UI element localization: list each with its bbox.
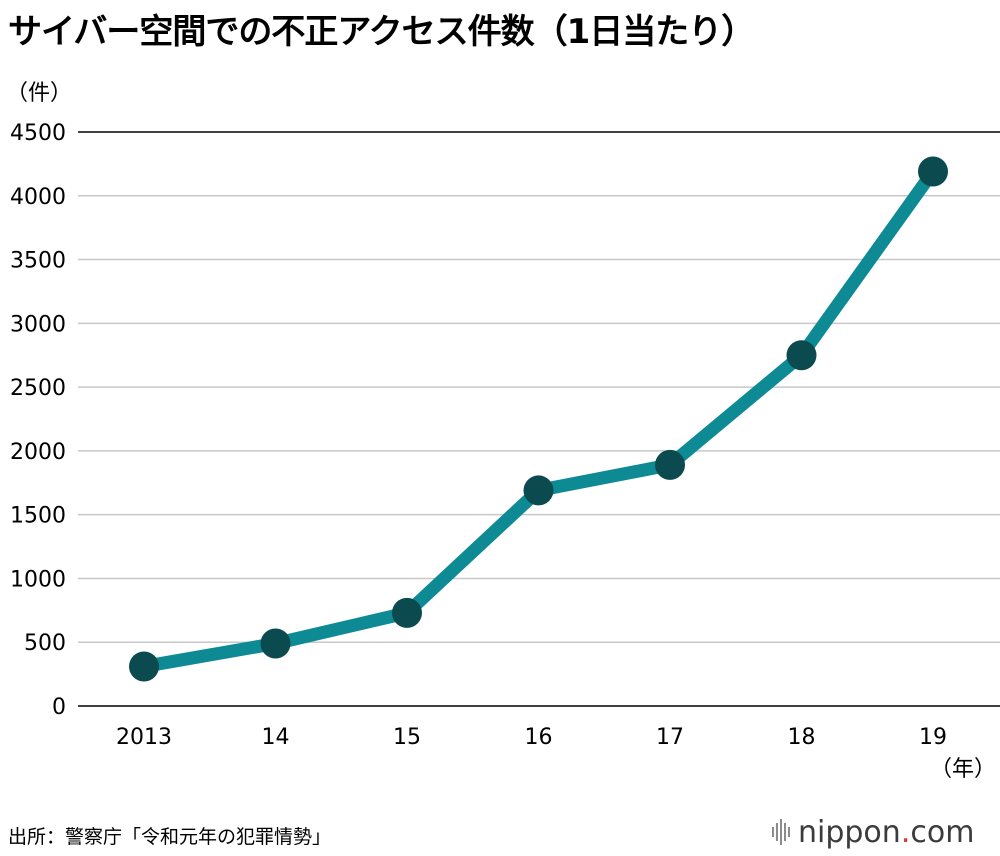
x-axis-label: （年） <box>930 757 996 782</box>
y-tick-label: 4500 <box>10 121 66 146</box>
y-tick-label: 2000 <box>10 440 66 465</box>
y-tick-label: 1000 <box>10 567 66 592</box>
y-tick-label: 3000 <box>10 312 66 337</box>
line-chart: 0 500 1000 1500 2000 2500 3000 3500 4000 4500 （件） 2… <box>6 81 1000 782</box>
y-tick-label: 0 <box>52 695 66 720</box>
data-point <box>918 156 948 187</box>
nippon-logo: nippon.com <box>772 812 974 852</box>
logo-text: nippon.com <box>798 814 975 850</box>
y-tick-label: 3500 <box>10 249 66 274</box>
data-point <box>129 651 159 682</box>
source-note: 出所：警察庁「令和元年の犯罪情勢」 <box>8 826 332 848</box>
y-tick-label: 1500 <box>10 504 66 529</box>
y-tick-label: 500 <box>24 631 66 656</box>
x-tick-label: 2013 <box>116 725 172 750</box>
data-point <box>392 597 422 628</box>
x-tick-label: 17 <box>656 725 684 750</box>
x-tick-label: 16 <box>525 725 553 750</box>
x-tick-label: 15 <box>393 725 421 750</box>
data-point <box>523 475 554 506</box>
data-point <box>786 340 817 371</box>
y-tick-label: 4000 <box>10 185 66 210</box>
x-tick-label: 18 <box>788 725 816 750</box>
logo-bars-icon <box>772 819 790 845</box>
data-point <box>260 628 291 659</box>
data-point <box>655 449 685 480</box>
x-tick-label: 19 <box>919 725 947 750</box>
series-line <box>137 165 940 673</box>
chart-title: サイバー空間での不正アクセス件数（1日当たり） <box>8 12 755 52</box>
y-axis-label: （件） <box>6 81 72 106</box>
y-tick-label: 2500 <box>10 376 66 401</box>
x-tick-label: 14 <box>262 725 290 750</box>
